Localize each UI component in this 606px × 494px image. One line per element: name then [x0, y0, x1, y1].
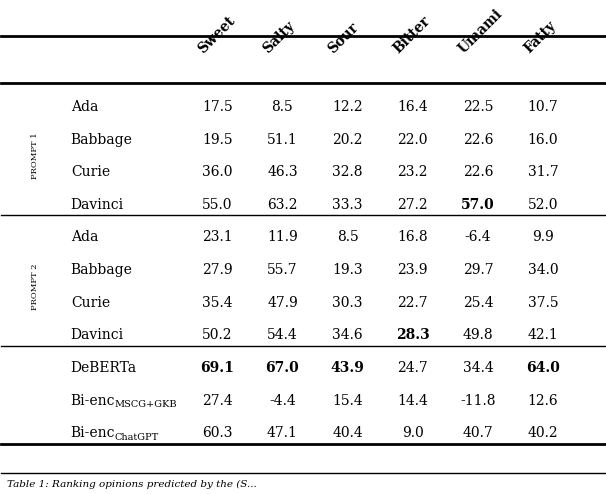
Text: 33.3: 33.3	[332, 198, 363, 212]
Text: -4.4: -4.4	[269, 394, 296, 408]
Text: 9.9: 9.9	[532, 231, 554, 245]
Text: 47.1: 47.1	[267, 426, 298, 440]
Text: 34.4: 34.4	[462, 361, 493, 375]
Text: 60.3: 60.3	[202, 426, 233, 440]
Text: 51.1: 51.1	[267, 132, 298, 147]
Text: Bi-enc: Bi-enc	[71, 426, 115, 440]
Text: Table 1: Ranking opinions predicted by the (S...: Table 1: Ranking opinions predicted by t…	[7, 480, 257, 489]
Text: DeBERTa: DeBERTa	[71, 361, 137, 375]
Text: 8.5: 8.5	[271, 100, 293, 114]
Text: 34.0: 34.0	[528, 263, 558, 277]
Text: 34.6: 34.6	[332, 329, 363, 342]
Text: 55.0: 55.0	[202, 198, 233, 212]
Text: 27.4: 27.4	[202, 394, 233, 408]
Text: 24.7: 24.7	[398, 361, 428, 375]
Text: 22.0: 22.0	[398, 132, 428, 147]
Text: Davinci: Davinci	[71, 198, 124, 212]
Text: 67.0: 67.0	[265, 361, 299, 375]
Text: Ada: Ada	[71, 231, 98, 245]
Text: 40.2: 40.2	[528, 426, 558, 440]
Text: 15.4: 15.4	[332, 394, 363, 408]
Text: 27.2: 27.2	[398, 198, 428, 212]
Text: 25.4: 25.4	[462, 296, 493, 310]
Text: Sweet: Sweet	[195, 14, 238, 56]
Text: Babbage: Babbage	[71, 132, 133, 147]
Text: PROMPT 2: PROMPT 2	[30, 263, 39, 310]
Text: 10.7: 10.7	[528, 100, 559, 114]
Text: 20.2: 20.2	[332, 132, 363, 147]
Text: 50.2: 50.2	[202, 329, 233, 342]
Text: 40.4: 40.4	[332, 426, 363, 440]
Text: 17.5: 17.5	[202, 100, 233, 114]
Text: 43.9: 43.9	[331, 361, 365, 375]
Text: 19.5: 19.5	[202, 132, 233, 147]
Text: 29.7: 29.7	[462, 263, 493, 277]
Text: MSCG+GKB: MSCG+GKB	[114, 400, 177, 409]
Text: Bi-enc: Bi-enc	[71, 394, 115, 408]
Text: 19.3: 19.3	[332, 263, 363, 277]
Text: 11.9: 11.9	[267, 231, 298, 245]
Text: 27.9: 27.9	[202, 263, 233, 277]
Text: 12.6: 12.6	[528, 394, 558, 408]
Text: -6.4: -6.4	[465, 231, 491, 245]
Text: 57.0: 57.0	[461, 198, 495, 212]
Text: Fatty: Fatty	[521, 19, 559, 56]
Text: 69.1: 69.1	[201, 361, 235, 375]
Text: 42.1: 42.1	[528, 329, 559, 342]
Text: 49.8: 49.8	[462, 329, 493, 342]
Text: 22.6: 22.6	[463, 132, 493, 147]
Text: 46.3: 46.3	[267, 165, 298, 179]
Text: 47.9: 47.9	[267, 296, 298, 310]
Text: ChatGPT: ChatGPT	[114, 433, 158, 442]
Text: 55.7: 55.7	[267, 263, 298, 277]
Text: Ada: Ada	[71, 100, 98, 114]
Text: 16.4: 16.4	[398, 100, 428, 114]
Text: 23.1: 23.1	[202, 231, 233, 245]
Text: PROMPT 1: PROMPT 1	[30, 132, 39, 179]
Text: 12.2: 12.2	[332, 100, 363, 114]
Text: 40.7: 40.7	[462, 426, 493, 440]
Text: Curie: Curie	[71, 296, 110, 310]
Text: 35.4: 35.4	[202, 296, 233, 310]
Text: 31.7: 31.7	[528, 165, 559, 179]
Text: 23.2: 23.2	[398, 165, 428, 179]
Text: Sour: Sour	[325, 21, 361, 56]
Text: 30.3: 30.3	[332, 296, 363, 310]
Text: 64.0: 64.0	[526, 361, 560, 375]
Text: 22.5: 22.5	[463, 100, 493, 114]
Text: Davinci: Davinci	[71, 329, 124, 342]
Text: 14.4: 14.4	[398, 394, 428, 408]
Text: -11.8: -11.8	[460, 394, 496, 408]
Text: 52.0: 52.0	[528, 198, 558, 212]
Text: Curie: Curie	[71, 165, 110, 179]
Text: 28.3: 28.3	[396, 329, 430, 342]
Text: 22.7: 22.7	[398, 296, 428, 310]
Text: 16.8: 16.8	[398, 231, 428, 245]
Text: 37.5: 37.5	[528, 296, 558, 310]
Text: 8.5: 8.5	[337, 231, 359, 245]
Text: 32.8: 32.8	[332, 165, 363, 179]
Text: 63.2: 63.2	[267, 198, 298, 212]
Text: 9.0: 9.0	[402, 426, 424, 440]
Text: 36.0: 36.0	[202, 165, 233, 179]
Text: 16.0: 16.0	[528, 132, 558, 147]
Text: Babbage: Babbage	[71, 263, 133, 277]
Text: 54.4: 54.4	[267, 329, 298, 342]
Text: 23.9: 23.9	[398, 263, 428, 277]
Text: 22.6: 22.6	[463, 165, 493, 179]
Text: Salty: Salty	[261, 19, 298, 56]
Text: Umami: Umami	[456, 7, 505, 56]
Text: Bitter: Bitter	[391, 14, 433, 56]
